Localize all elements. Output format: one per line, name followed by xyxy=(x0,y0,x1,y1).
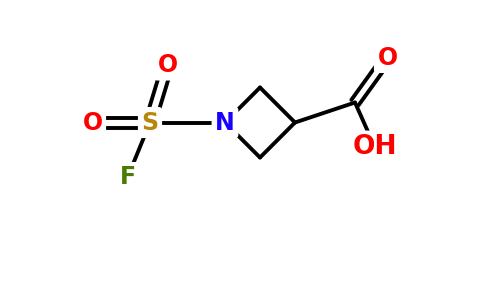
Text: N: N xyxy=(215,110,235,134)
Text: F: F xyxy=(120,166,136,190)
Text: S: S xyxy=(141,110,159,134)
Text: O: O xyxy=(82,110,103,134)
Text: OH: OH xyxy=(353,134,397,160)
Text: O: O xyxy=(378,46,397,70)
Text: O: O xyxy=(157,53,178,77)
